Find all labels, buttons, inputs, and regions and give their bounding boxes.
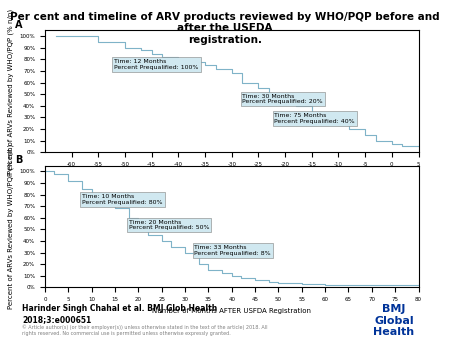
Text: Time: 12 Months
Percent Prequalified: 100%: Time: 12 Months Percent Prequalified: 10… [114,59,199,70]
Text: Harinder Singh Chahal et al. BMJ Glob Health
2018;3:e000651: Harinder Singh Chahal et al. BMJ Glob He… [22,304,218,323]
Text: B: B [15,155,22,165]
Text: A: A [15,20,22,30]
Text: Time: 33 Months
Percent Prequalified: 8%: Time: 33 Months Percent Prequalified: 8% [194,245,271,256]
X-axis label: Number of Months AFTER USFDA Registration: Number of Months AFTER USFDA Registratio… [152,308,311,314]
Text: Per cent and timeline of ARV products reviewed by WHO/PQP before and after the U: Per cent and timeline of ARV products re… [10,12,440,45]
Text: Time: 75 Months
Percent Prequalified: 40%: Time: 75 Months Percent Prequalified: 40… [274,113,355,124]
Text: Time: 10 Months
Percent Prequalified: 80%: Time: 10 Months Percent Prequalified: 80… [82,194,163,205]
Y-axis label: Percent of ARVs Reviewed by WHO/PQP (% n/n): Percent of ARVs Reviewed by WHO/PQP (% n… [8,144,14,309]
X-axis label: Number of Months BEFORE USFDA Registration: Number of Months BEFORE USFDA Registrati… [149,172,314,178]
Y-axis label: Percent of ARVs Reviewed by WHO/PQP (% n/n): Percent of ARVs Reviewed by WHO/PQP (% n… [8,9,14,174]
Text: BMJ
Global
Health: BMJ Global Health [374,304,414,337]
Text: © Article author(s) (or their employer(s)) unless otherwise stated in the text o: © Article author(s) (or their employer(s… [22,324,268,336]
Text: Time: 30 Months
Percent Prequalified: 20%: Time: 30 Months Percent Prequalified: 20… [243,94,323,104]
Text: Time: 20 Months
Percent Prequalified: 50%: Time: 20 Months Percent Prequalified: 50… [129,220,210,231]
